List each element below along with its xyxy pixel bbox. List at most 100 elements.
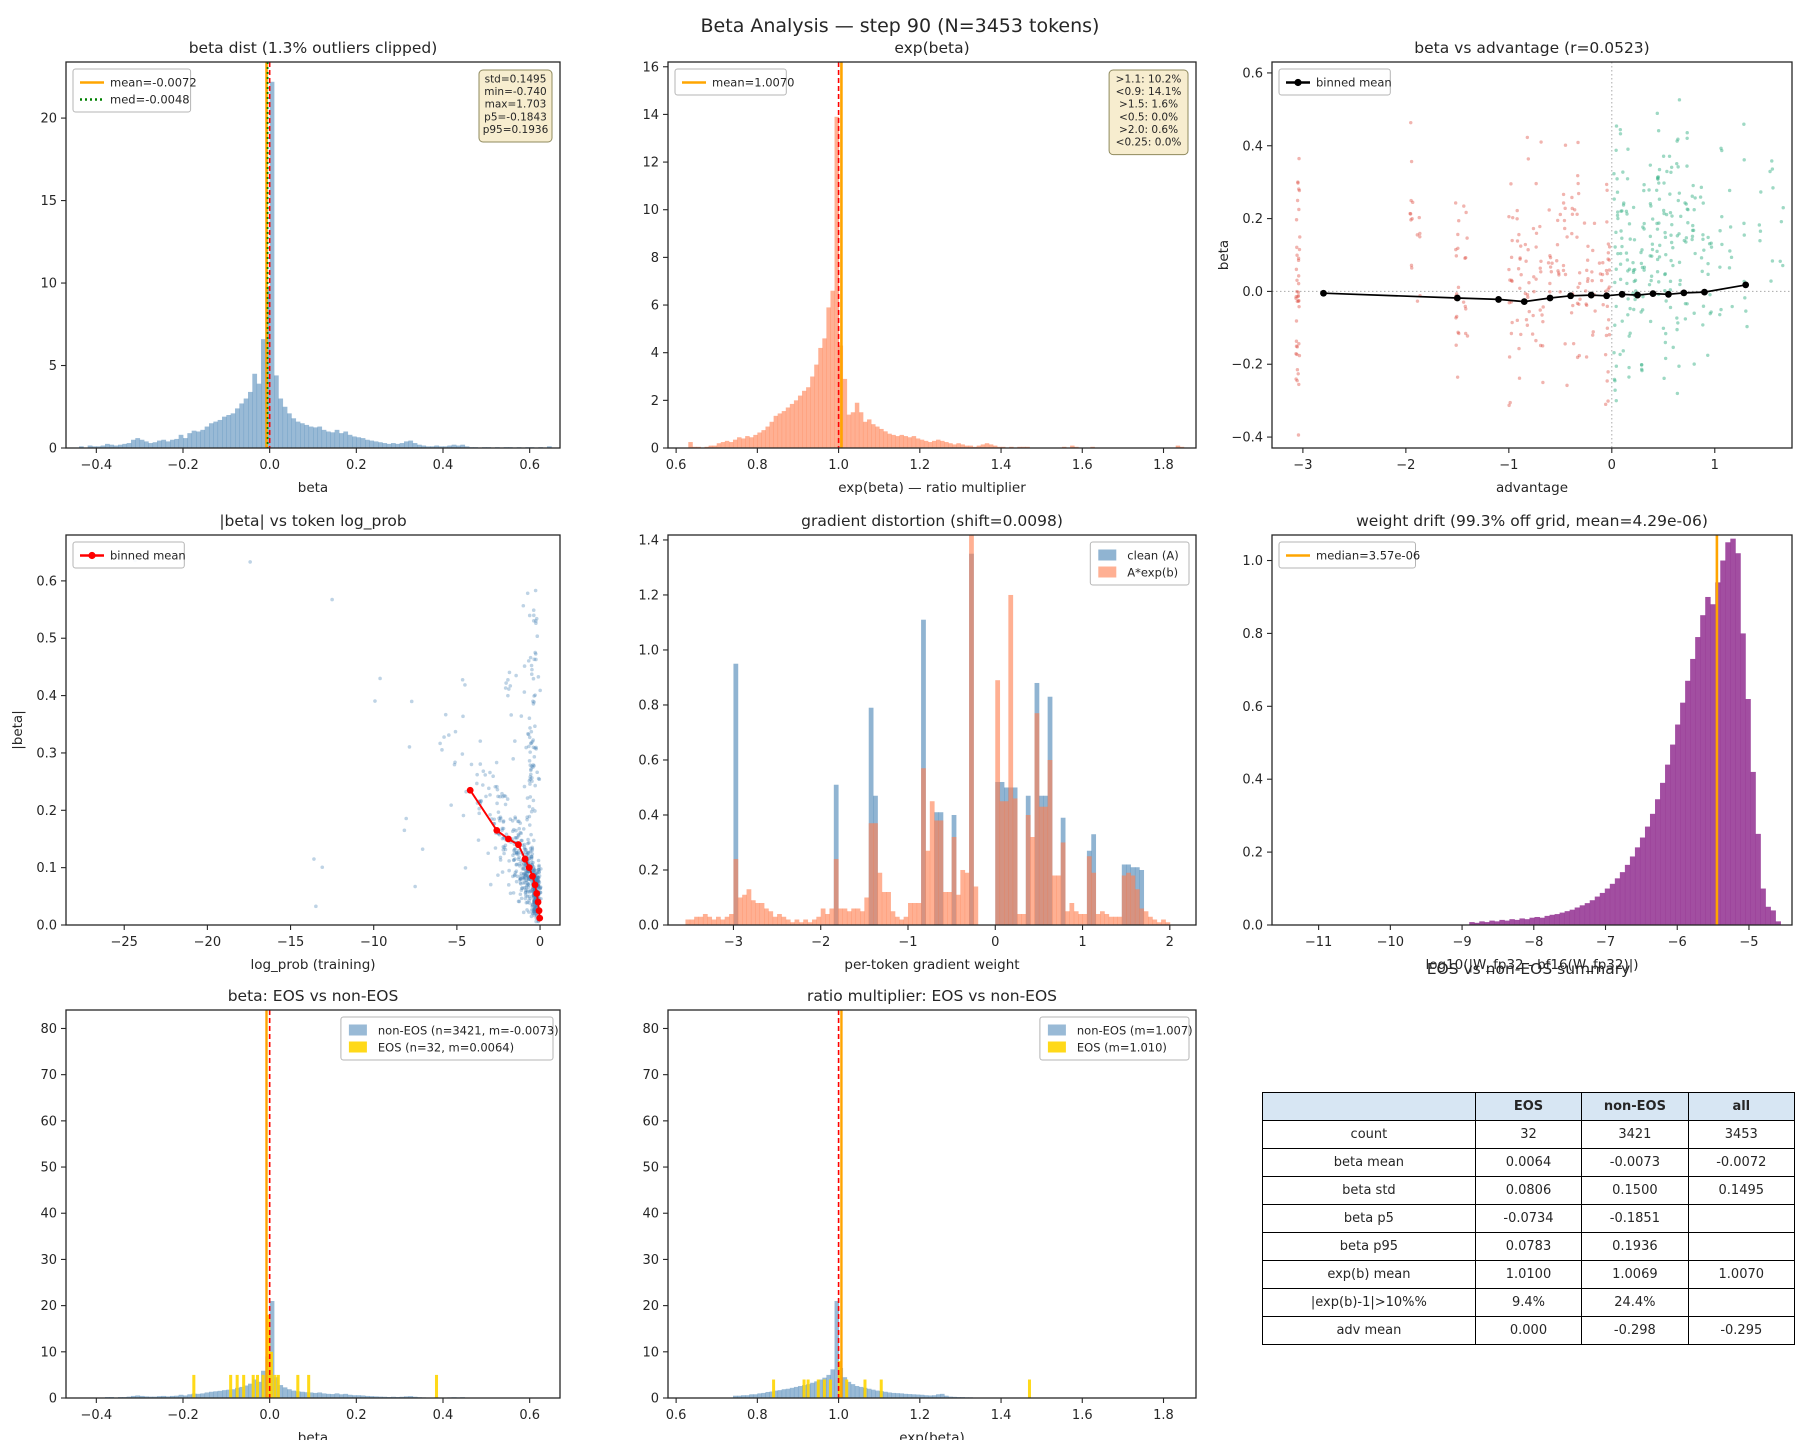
svg-text:20: 20 (642, 1299, 659, 1314)
summary-row-label: beta mean (1262, 1148, 1476, 1177)
svg-text:20: 20 (40, 112, 57, 127)
svg-text:−8: −8 (1524, 935, 1543, 950)
plot-exp-beta: 0.6 0.8 1.0 1.2 1.4 1.6 1.8 0 2 4 6 8 10 12 14 16 exp(be… (642, 39, 1197, 496)
svg-text:0.0: 0.0 (1242, 919, 1263, 934)
summary-row: exp(b) mean 1.0100 1.0069 1.0070 (1262, 1260, 1796, 1289)
svg-text:−2: −2 (811, 935, 830, 950)
svg-text:1.6: 1.6 (1072, 1408, 1093, 1423)
svg-text:1.0: 1.0 (1242, 554, 1263, 569)
svg-text:0.5: 0.5 (36, 632, 57, 647)
svg-text:0.4: 0.4 (638, 808, 659, 823)
svg-text:40: 40 (40, 1207, 57, 1222)
summary-row: beta p5 -0.0734 -0.1851 (1262, 1204, 1796, 1233)
svg-text:50: 50 (40, 1161, 57, 1176)
svg-text:12: 12 (642, 156, 659, 171)
summary-cell: -0.0072 (1687, 1148, 1796, 1177)
svg-text:−6: −6 (1668, 935, 1687, 950)
svg-text:−0.2: −0.2 (1231, 358, 1263, 373)
svg-text:binned mean: binned mean (1316, 76, 1392, 90)
x-axis-label: beta (298, 1430, 328, 1440)
svg-text:−25: −25 (110, 935, 137, 950)
summary-header-row: EOS non-EOS all (1262, 1092, 1796, 1121)
legend: binned mean (72, 541, 186, 569)
summary-cell (1687, 1204, 1796, 1233)
legend: mean=-0.0072 med=-0.0048 (72, 68, 197, 113)
svg-text:0.4: 0.4 (433, 458, 454, 473)
svg-text:4: 4 (651, 346, 659, 361)
svg-text:10: 10 (642, 203, 659, 218)
svg-text:0.4: 0.4 (1242, 139, 1263, 154)
svg-text:1.4: 1.4 (638, 533, 659, 548)
svg-text:0.6: 0.6 (1242, 700, 1263, 715)
summary-row: beta std 0.0806 0.1500 0.1495 (1262, 1176, 1796, 1205)
svg-text:non-EOS (m=1.007): non-EOS (m=1.007) (1077, 1024, 1193, 1038)
svg-text:0.0: 0.0 (36, 919, 57, 934)
y-axis-label: |beta| (10, 710, 26, 750)
svg-text:std=0.1495: std=0.1495 (485, 74, 547, 86)
svg-text:−0.4: −0.4 (1231, 431, 1263, 446)
summary-table-body: count 32 3421 3453 beta mean 0.0064 -0.0073 -0.… (1262, 1120, 1796, 1345)
svg-text:0.0: 0.0 (259, 458, 280, 473)
plot-beta-vs-advantage: −3 −2 −1 0 1 −0.4 −0.2 0.0 0.2 0.4 0.6 beta vs adva… (1216, 39, 1793, 496)
svg-text:EOS (m=1.010): EOS (m=1.010) (1077, 1041, 1167, 1055)
svg-text:−1: −1 (1499, 458, 1518, 473)
summary-row: |exp(b)-1|>10%% 9.4% 24.4% (1262, 1288, 1796, 1317)
summary-cell: 24.4% (1581, 1288, 1689, 1317)
summary-cell: 0.000 (1474, 1316, 1583, 1345)
legend: non-EOS (n=3421, m=-0.0073) EOS (n=32, m=… (340, 1016, 559, 1061)
svg-text:1.6: 1.6 (1072, 458, 1093, 473)
stats-box: >1.1: 10.2%<0.9: 14.1%>1.5: 1.6%<0.5: 0.… (1108, 69, 1189, 156)
summary-row: beta mean 0.0064 -0.0073 -0.0072 (1262, 1148, 1796, 1177)
svg-text:p5=-0.1843: p5=-0.1843 (484, 111, 547, 123)
svg-text:0.2: 0.2 (1242, 212, 1263, 227)
summary-row: adv mean 0.000 -0.298 -0.295 (1262, 1316, 1796, 1345)
svg-text:0.3: 0.3 (36, 746, 57, 761)
svg-text:2: 2 (651, 394, 659, 409)
summary-cell: 3421 (1581, 1120, 1689, 1149)
x-axis-label: per-token gradient weight (844, 957, 1019, 973)
x-axis-label: exp(beta) (899, 1430, 965, 1440)
summary-cell (1687, 1232, 1796, 1261)
summary-row: beta p95 0.0783 0.1936 (1262, 1232, 1796, 1261)
summary-row-label: exp(b) mean (1262, 1260, 1476, 1289)
plot-title: exp(beta) (894, 39, 969, 57)
plot-marks (732, 1010, 1164, 1398)
svg-text:−11: −11 (1305, 935, 1332, 950)
svg-text:0.1: 0.1 (36, 861, 57, 876)
svg-text:8: 8 (651, 251, 659, 266)
svg-text:0: 0 (1608, 458, 1616, 473)
summary-header-cell: EOS (1474, 1092, 1583, 1121)
plot-marks (688, 62, 1185, 448)
svg-text:−15: −15 (277, 935, 304, 950)
plot-marks (79, 1010, 552, 1398)
svg-text:60: 60 (40, 1114, 57, 1129)
x-axis-label: log_prob (training) (250, 957, 375, 973)
svg-text:−9: −9 (1452, 935, 1471, 950)
svg-text:mean=1.0070: mean=1.0070 (712, 76, 795, 90)
svg-text:binned mean: binned mean (110, 549, 186, 563)
svg-text:−0.2: −0.2 (167, 1408, 199, 1423)
svg-text:0: 0 (651, 1392, 659, 1407)
plot-title: weight drift (99.3% off grid, mean=4.29e… (1356, 512, 1708, 530)
stats-box: std=0.1495min=-0.740max=1.703p5=-0.1843p… (478, 69, 553, 143)
plot-marks (1272, 62, 1792, 448)
summary-cell: 0.1500 (1581, 1176, 1689, 1205)
svg-text:0.6: 0.6 (638, 753, 659, 768)
svg-text:0.2: 0.2 (346, 458, 367, 473)
svg-text:16: 16 (642, 60, 659, 75)
summary-cell: 1.0100 (1474, 1260, 1583, 1289)
svg-text:clean (A): clean (A) (1127, 549, 1178, 563)
plot-marks (1469, 535, 1781, 925)
svg-text:5: 5 (49, 359, 57, 374)
svg-text:60: 60 (642, 1114, 659, 1129)
summary-row-label: adv mean (1262, 1316, 1476, 1345)
svg-text:0.6: 0.6 (1242, 66, 1263, 81)
summary-cell: 1.0069 (1581, 1260, 1689, 1289)
summary-row-label: beta p5 (1262, 1204, 1476, 1233)
svg-text:70: 70 (642, 1068, 659, 1083)
svg-text:0.6: 0.6 (519, 1408, 540, 1423)
svg-text:0.2: 0.2 (1242, 846, 1263, 861)
svg-text:<0.5: 0.0%: <0.5: 0.0% (1119, 111, 1178, 123)
svg-text:0: 0 (49, 1392, 57, 1407)
